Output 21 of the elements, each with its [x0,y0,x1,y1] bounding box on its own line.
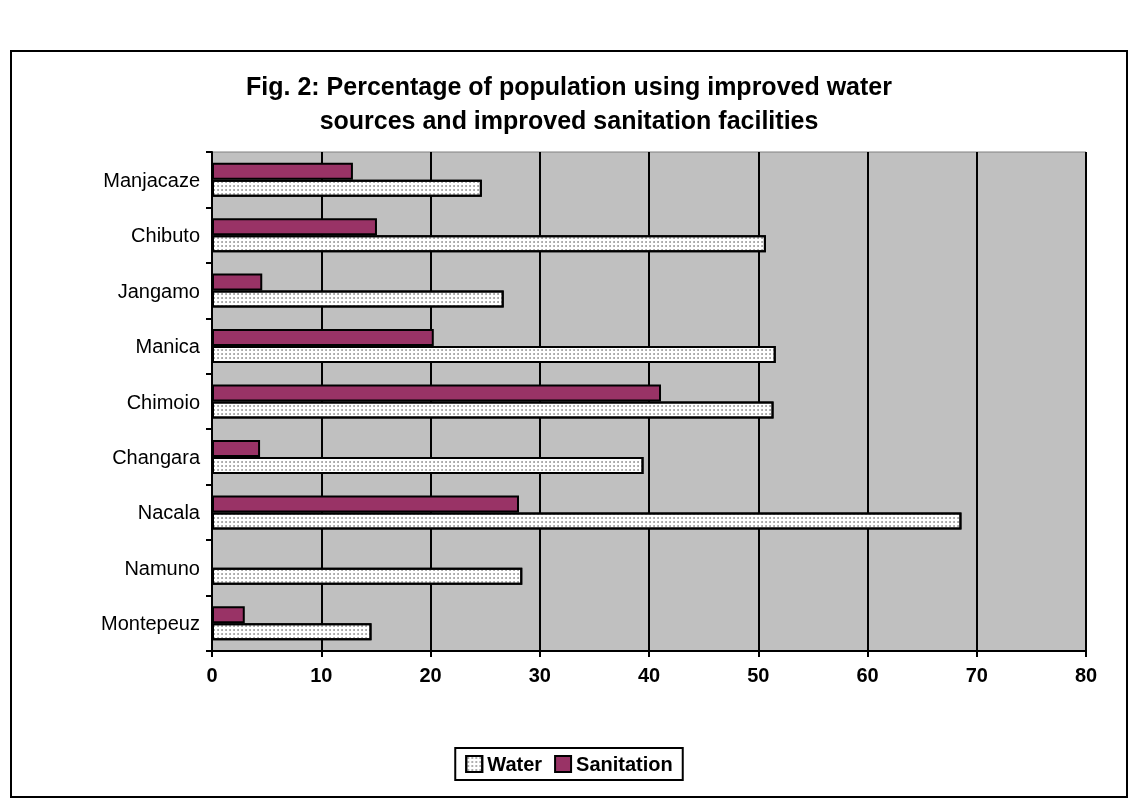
x-tick-label: 50 [747,664,770,686]
x-tick-label: 60 [856,664,879,686]
legend-label: Water [487,753,543,775]
x-tick-label: 10 [310,664,333,686]
y-tick-label: Montepeuz [101,612,200,635]
y-tick-label: Changara [112,445,201,468]
chart-title: Fig. 2: Percentage of population using improved water sources and improved sanitation facilities [246,72,893,134]
y-tick-label: Chimoio [126,390,200,413]
x-tick-label: 0 [206,664,218,686]
x-tick-label: 40 [637,664,661,686]
x-tick-label: 20 [419,664,442,686]
y-tick-label: Nacala [137,501,201,524]
y-tick-label: Manica [135,335,201,358]
x-tick-label: 30 [528,664,551,686]
y-tick-label: Namuno [124,556,200,579]
y-tick-label: Chibuto [131,224,200,247]
legend-label: Sanitation [576,753,673,775]
y-tick-label: Jangamo [117,279,200,302]
x-tick-label: 70 [965,664,988,686]
x-tick-label: 80 [1074,664,1098,686]
y-tick-label: Manjacaze [103,168,200,191]
